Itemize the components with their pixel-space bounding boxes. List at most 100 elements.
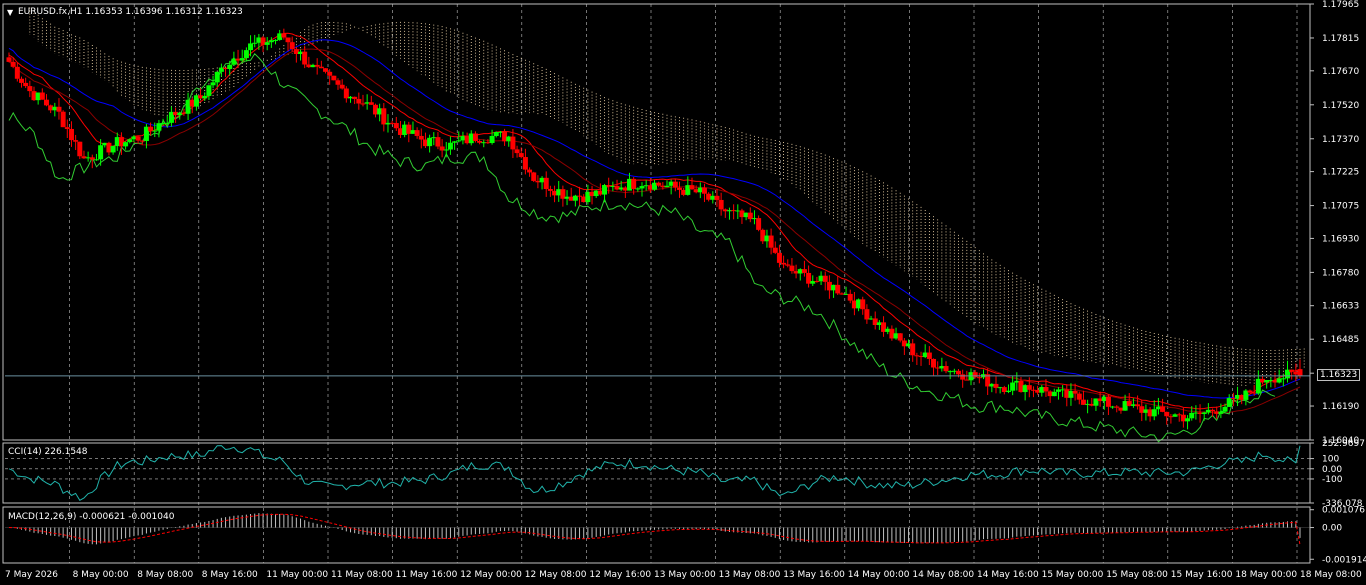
candle-body bbox=[331, 75, 337, 81]
candles-layer bbox=[6, 28, 1303, 430]
x-tick-label: 14 May 00:00 bbox=[848, 570, 910, 580]
macd-signal-line bbox=[8, 513, 1301, 545]
candle-body bbox=[1180, 414, 1186, 422]
candle-body bbox=[360, 103, 366, 105]
candle-body bbox=[1043, 387, 1049, 392]
candle-body bbox=[48, 105, 54, 111]
candle-body bbox=[323, 68, 329, 72]
candle-body bbox=[56, 106, 62, 112]
candle-body bbox=[976, 377, 982, 379]
candle-body bbox=[189, 99, 195, 107]
x-tick-label: 8 May 16:00 bbox=[202, 570, 258, 580]
candle-body bbox=[98, 145, 104, 160]
candle-body bbox=[556, 189, 562, 196]
candle-body bbox=[456, 140, 462, 142]
candle-body bbox=[618, 187, 624, 190]
x-tick-label: 15 May 16:00 bbox=[1171, 570, 1233, 580]
candle-body bbox=[410, 130, 416, 134]
candle-body bbox=[318, 66, 324, 69]
candle-body bbox=[335, 80, 341, 85]
candle-body bbox=[123, 142, 129, 147]
candle-body bbox=[581, 196, 587, 203]
candle-body bbox=[18, 78, 24, 83]
candle-body bbox=[27, 86, 33, 92]
candle-body bbox=[768, 235, 774, 248]
candle-body bbox=[1010, 382, 1016, 391]
macd-layer bbox=[5, 513, 1310, 545]
candle-body bbox=[1205, 409, 1211, 413]
x-tick-label: 13 May 00:00 bbox=[654, 570, 716, 580]
y-tick-label: 1.16190 bbox=[1322, 402, 1359, 412]
y-tick-label: 1.17670 bbox=[1322, 67, 1359, 77]
candle-body bbox=[597, 190, 603, 195]
candle-body bbox=[381, 108, 387, 125]
candle-body bbox=[1101, 396, 1107, 402]
x-tick-label: 13 May 08:00 bbox=[719, 570, 781, 580]
candle-body bbox=[901, 340, 907, 347]
candle-body bbox=[1235, 394, 1241, 399]
candle-body bbox=[397, 128, 403, 135]
candle-body bbox=[1160, 406, 1166, 412]
candle-body bbox=[589, 191, 595, 197]
x-tick-label: 11 May 08:00 bbox=[331, 570, 393, 580]
candle-body bbox=[810, 280, 816, 284]
candle-body bbox=[273, 39, 279, 41]
candle-body bbox=[1276, 378, 1282, 383]
candle-body bbox=[822, 275, 828, 282]
candle-body bbox=[614, 185, 620, 190]
candle-body bbox=[585, 191, 591, 203]
candle-body bbox=[656, 182, 662, 186]
candle-body bbox=[1239, 394, 1245, 400]
candle-body bbox=[835, 284, 841, 294]
candle-body bbox=[52, 106, 58, 111]
candle-body bbox=[889, 328, 895, 339]
candle-body bbox=[502, 131, 508, 142]
candle-body bbox=[781, 262, 787, 265]
candle-body bbox=[1039, 387, 1045, 393]
symbol-ohlc-label: EURUSD.fx,H1 1.16353 1.16396 1.16312 1.1… bbox=[18, 7, 243, 17]
candle-body bbox=[127, 139, 133, 143]
candle-body bbox=[818, 275, 824, 282]
candle-body bbox=[881, 322, 887, 332]
candle-body bbox=[227, 64, 233, 69]
panel-border bbox=[2, 506, 1311, 564]
candle-body bbox=[527, 169, 533, 173]
candle-body bbox=[872, 318, 878, 326]
candle-body bbox=[989, 383, 995, 387]
candle-body bbox=[672, 181, 678, 188]
candle-body bbox=[897, 333, 903, 341]
candle-body bbox=[1151, 409, 1157, 417]
candle-body bbox=[956, 370, 962, 375]
y-tick-label: 1.16633 bbox=[1322, 302, 1359, 312]
cci-tick-label: 100 bbox=[1322, 455, 1339, 465]
candle-body bbox=[1064, 389, 1070, 398]
candle-body bbox=[464, 136, 470, 144]
candle-body bbox=[298, 51, 304, 55]
candle-body bbox=[681, 189, 687, 195]
candle-body bbox=[652, 182, 657, 190]
lines-layer bbox=[8, 32, 1301, 443]
x-tick-label: 12 May 00:00 bbox=[460, 570, 522, 580]
candle-body bbox=[73, 140, 79, 142]
candle-body bbox=[577, 195, 583, 197]
x-tick-label: 18 May 08:00 bbox=[1300, 570, 1362, 580]
candle-body bbox=[1172, 414, 1178, 417]
candle-body bbox=[751, 218, 757, 220]
candle-body bbox=[510, 136, 516, 150]
candle-body bbox=[806, 272, 812, 284]
candle-body bbox=[68, 128, 74, 141]
candle-body bbox=[1005, 390, 1011, 393]
candle-body bbox=[860, 299, 866, 310]
menu-arrow-icon[interactable]: ▼ bbox=[7, 8, 14, 17]
candle-body bbox=[1260, 378, 1266, 383]
candle-body bbox=[6, 57, 12, 62]
candle-body bbox=[772, 247, 778, 253]
candle-body bbox=[1285, 369, 1291, 379]
candle-body bbox=[726, 210, 732, 212]
candle-body bbox=[1268, 379, 1274, 381]
candle-body bbox=[406, 124, 412, 134]
candle-body bbox=[960, 374, 966, 380]
candle-body bbox=[364, 102, 370, 104]
